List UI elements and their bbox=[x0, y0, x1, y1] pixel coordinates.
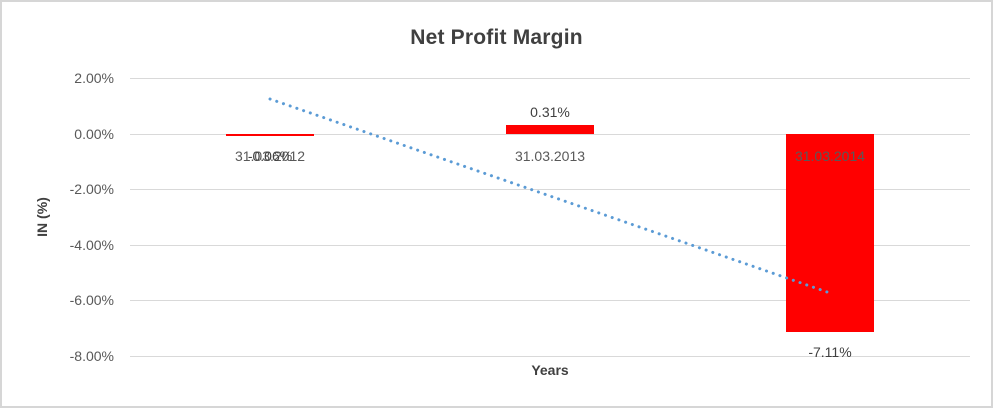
category-label: 31.03.2014 bbox=[794, 148, 866, 164]
y-tick-label: -6.00% bbox=[69, 292, 114, 308]
data-label: 0.31% bbox=[530, 104, 570, 120]
y-tick-label: -8.00% bbox=[69, 348, 114, 364]
category-label: 31.03.2012 bbox=[234, 148, 306, 164]
y-axis-title: IN (%) bbox=[34, 197, 50, 237]
gridline bbox=[130, 78, 970, 79]
y-tick-label: 2.00% bbox=[74, 70, 114, 86]
x-axis-title: Years bbox=[531, 362, 569, 378]
bar-31.03.2013[interactable] bbox=[506, 125, 594, 134]
data-label: -0.06% bbox=[247, 148, 293, 164]
gridline bbox=[130, 245, 970, 246]
gridline bbox=[130, 189, 970, 190]
trendline[interactable] bbox=[268, 97, 832, 295]
gridline bbox=[130, 356, 970, 357]
gridline bbox=[130, 134, 970, 135]
y-tick-label: -4.00% bbox=[69, 237, 114, 253]
data-label: -7.11% bbox=[808, 344, 852, 360]
y-tick-label: -2.00% bbox=[69, 181, 114, 197]
y-tick-label: 0.00% bbox=[74, 126, 114, 142]
category-label: 31.03.2013 bbox=[514, 148, 586, 164]
bar-31.03.2012[interactable] bbox=[226, 134, 314, 136]
bar-31.03.2014[interactable] bbox=[786, 134, 874, 332]
gridline bbox=[130, 300, 970, 301]
chart-title: Net Profit Margin bbox=[410, 26, 583, 49]
